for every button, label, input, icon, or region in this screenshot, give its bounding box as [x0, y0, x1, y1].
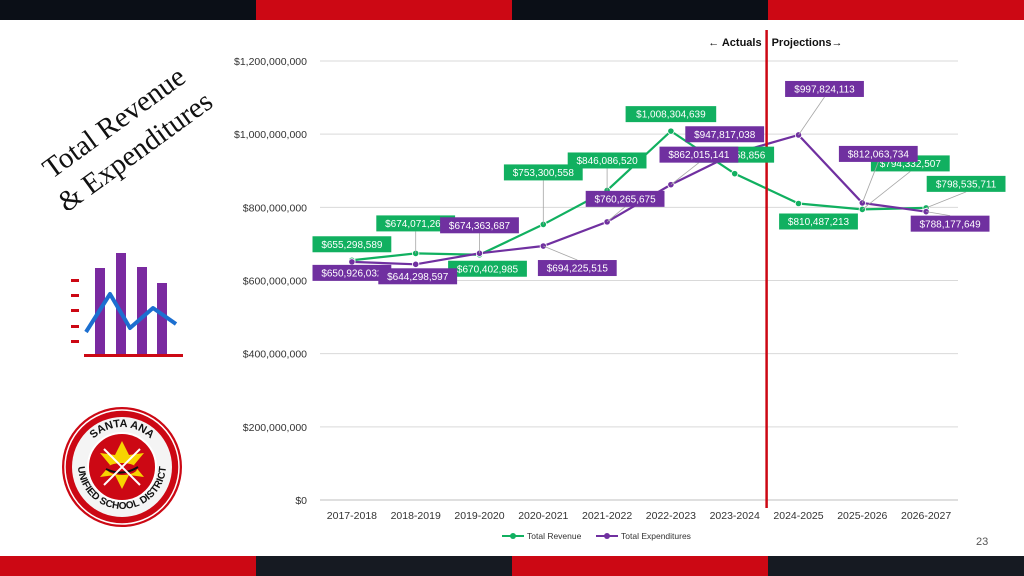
data-label-box: [503, 164, 583, 181]
legend-marker: [510, 533, 516, 539]
label-leader: [798, 96, 825, 136]
top-color-bar: [0, 0, 1024, 20]
y-tick-label: $1,000,000,000: [234, 129, 307, 141]
page-number: 23: [976, 536, 989, 548]
expenditure-data-label: $947,817,038: [694, 130, 756, 141]
data-label-box: [567, 152, 647, 169]
expenditure-data-label: $788,177,649: [920, 219, 982, 230]
chart-legend: Total Revenue Total Expenditures: [502, 531, 691, 541]
expenditure-point: [412, 260, 420, 268]
legend-expenditures: Total Expenditures: [621, 531, 691, 541]
x-tick-label: 2024-2025: [773, 510, 823, 522]
actuals-label: ← Actuals: [708, 37, 761, 49]
label-leader: [926, 211, 951, 217]
expenditure-point: [348, 258, 356, 266]
label-leader: [925, 191, 967, 209]
revenue-data-label: $670,402,985: [457, 264, 519, 275]
revenue-data-label: $794,332,507: [880, 159, 942, 170]
y-tick-label: $400,000,000: [243, 349, 307, 361]
chart-icon: [71, 253, 183, 357]
y-tick-label: $1,200,000,000: [234, 56, 307, 68]
revenue-data-label: $1,008,304,639: [636, 110, 706, 121]
district-seal-logo: SANTA ANA UNIFIED SCHOOL DISTRICT: [62, 407, 182, 527]
projections-label: Projections→: [772, 37, 843, 49]
label-leader: [543, 245, 578, 261]
data-label-box: [926, 175, 1006, 192]
data-label-box: [625, 106, 717, 123]
y-tick-label: $600,000,000: [243, 276, 307, 288]
x-tick-label: 2025-2026: [837, 510, 887, 522]
expenditure-data-label: $760,265,675: [595, 194, 657, 205]
data-label-box: [659, 146, 739, 163]
expenditure-data-label: $644,298,597: [387, 272, 449, 283]
revenue-expenditures-chart: $0 $200,000,000 $400,000,000 $600,000,000 $8…: [234, 30, 1006, 541]
expenditure-data-label: $694,225,515: [547, 264, 609, 275]
data-label-box: [312, 264, 392, 281]
revenue-data-label: $846,086,520: [577, 156, 639, 167]
expenditure-data-label: $650,926,032: [321, 268, 383, 279]
revenue-data-label: $798,535,711: [936, 179, 997, 190]
slide-title: Total Revenue & Expenditures: [37, 61, 219, 210]
revenue-point: [667, 127, 675, 135]
expenditure-data-label: $997,824,113: [794, 85, 855, 96]
expenditure-data-label: $812,063,734: [848, 150, 910, 161]
expenditure-data-label: $674,363,687: [449, 221, 511, 232]
data-label-box: [378, 268, 458, 285]
label-leader: [862, 171, 911, 210]
data-label-box: [838, 145, 918, 162]
revenue-data-label: $753,300,558: [513, 168, 575, 179]
y-tick-label: $800,000,000: [243, 202, 307, 214]
bottom-color-bar: [0, 556, 1024, 576]
x-tick-label: 2017-2018: [327, 510, 377, 522]
revenue-data-label: $674,071,265: [385, 219, 447, 230]
data-label-box: [685, 126, 765, 143]
revenue-point: [794, 199, 803, 208]
y-tick-label: $0: [295, 495, 307, 507]
x-axis-ticks: 2017-2018 2018-2019 2019-2020 2020-2021 2021…: [327, 510, 952, 522]
label-leader: [861, 161, 879, 204]
data-label-box: [779, 213, 858, 230]
legend-revenue: Total Revenue: [527, 531, 582, 541]
data-label-box: [448, 260, 527, 277]
actuals-projections-divider: ← Actuals Projections→: [708, 30, 843, 508]
x-tick-label: 2022-2023: [646, 510, 696, 522]
data-label-box: [785, 80, 864, 97]
revenue-point: [731, 170, 739, 178]
revenue-data-label: $655,298,589: [321, 240, 383, 251]
x-tick-label: 2021-2022: [582, 510, 632, 522]
data-label-box: [312, 236, 392, 253]
x-tick-label: 2026-2027: [901, 510, 951, 522]
data-label-box: [585, 190, 665, 207]
data-label-box: [537, 260, 617, 277]
label-leader: [670, 162, 700, 185]
label-leader: [606, 206, 626, 223]
data-labels: $655,298,589$674,071,265 $670,402,985 $753…: [312, 80, 1006, 285]
x-tick-label: 2018-2019: [391, 510, 441, 522]
y-axis-ticks: $0 $200,000,000 $400,000,000 $600,000,000 $8…: [234, 56, 307, 507]
data-label-box: [910, 215, 990, 232]
y-tick-label: $200,000,000: [243, 422, 307, 434]
legend-marker: [604, 533, 610, 539]
data-label-box: [376, 215, 456, 232]
data-label-box: [440, 217, 519, 234]
x-tick-label: 2019-2020: [454, 510, 504, 522]
x-tick-label: 2023-2024: [710, 510, 760, 522]
x-tick-label: 2020-2021: [518, 510, 568, 522]
expenditure-data-label: $862,015,141: [668, 150, 730, 161]
revenue-data-label: $810,487,213: [788, 217, 850, 228]
